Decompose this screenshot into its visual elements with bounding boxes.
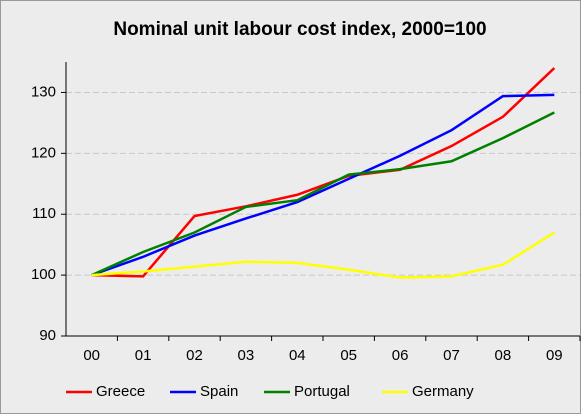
series-line: [91, 111, 555, 277]
legend-label: Greece: [96, 383, 145, 400]
series-line: [91, 93, 555, 277]
x-tick-label: 03: [238, 347, 255, 364]
x-tick-label: 00: [83, 347, 100, 364]
x-tick-label: 05: [340, 347, 357, 364]
x-tick-label: 06: [392, 347, 409, 364]
y-tick-label: 100: [31, 266, 56, 283]
legend-label: Portugal: [294, 383, 350, 400]
x-tick-label: 04: [289, 347, 306, 364]
y-tick-label: 110: [32, 205, 56, 222]
series-line: [91, 231, 555, 279]
x-tick-label: 09: [546, 347, 563, 364]
x-tick-label: 08: [495, 347, 512, 364]
legend-label: Germany: [412, 383, 474, 400]
x-tick-label: 07: [443, 347, 460, 364]
y-tick-label: 130: [31, 83, 56, 100]
x-tick-label: 02: [186, 347, 203, 364]
y-tick-label: 120: [31, 144, 56, 161]
legend-label: Spain: [200, 383, 238, 400]
y-tick-label: 90: [39, 327, 56, 344]
x-tick-label: 01: [135, 347, 152, 364]
chart-title: Nominal unit labour cost index, 2000=100: [113, 19, 486, 40]
